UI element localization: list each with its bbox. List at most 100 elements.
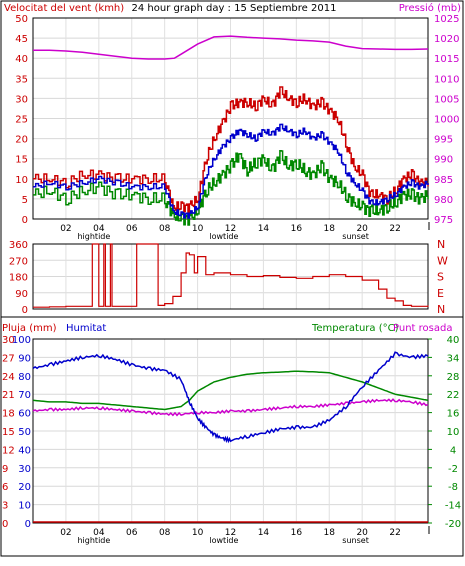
x-tick-label: 06	[126, 528, 138, 538]
pressure-tick-label: 985	[434, 175, 453, 186]
pressure-axis-label: Pressió (mb)	[399, 2, 461, 14]
humidity-tick-label: 60	[18, 409, 31, 420]
humidity-tick-label: 30	[18, 464, 31, 475]
pressure-tick-label: 980	[434, 195, 453, 206]
x-tick-label: 20	[356, 528, 368, 538]
dewpoint-axis-label: Punt rosada	[393, 323, 452, 334]
humidity-tick-label: 90	[18, 353, 31, 364]
tide-marker-label: sunset	[342, 536, 369, 545]
x-tick-label: 20	[356, 224, 368, 234]
humidity-axis-label: Humitat	[66, 323, 106, 334]
plot-area-1	[32, 17, 429, 220]
compass-label: N	[437, 303, 445, 316]
wind-tick-label: 40	[15, 54, 28, 65]
direction-tick-label: 0	[22, 305, 28, 316]
rain-axis-label: Pluja (mm)	[2, 323, 57, 334]
temp-tick-label: 16	[447, 409, 460, 420]
pressure-tick-label: 1020	[434, 34, 459, 45]
wind-tick-label: 45	[15, 34, 28, 45]
rain-tick-label: 30	[2, 335, 15, 346]
pressure-tick-label: 1015	[434, 54, 459, 65]
rain-tick-label: 12	[2, 445, 15, 456]
dewpoint-line	[32, 398, 429, 417]
direction-tick-label: 270	[9, 256, 28, 267]
pressure-tick-label: 1010	[434, 74, 459, 85]
wind-low-line	[33, 149, 429, 226]
wind-avg-line	[33, 123, 429, 219]
wind-tick-label: 35	[15, 74, 28, 85]
rain-tick-label: 24	[2, 372, 15, 383]
x-tick-label: 08	[159, 224, 171, 234]
x-tick-label: 16	[291, 528, 303, 538]
humidity-tick-label: 100	[12, 335, 31, 346]
pressure-tick-label: 1025	[434, 14, 459, 25]
temperature-axis-label: Temperatura (°C)	[311, 323, 399, 334]
x-tick-label: 18	[324, 528, 336, 538]
temp-tick-label: -8	[448, 482, 458, 493]
wind-gust-line	[33, 86, 429, 213]
direction-tick-label: 90	[15, 289, 28, 300]
humidity-tick-label: 70	[18, 390, 31, 401]
pressure-line	[33, 35, 429, 60]
compass-label: W	[437, 254, 448, 267]
temp-tick-label: 40	[447, 335, 460, 346]
chart-title: 24 hour graph day : 15 Septiembre 2011	[132, 3, 337, 14]
rain-tick-label: 27	[2, 353, 15, 364]
humidity-tick-label: 20	[18, 482, 31, 493]
pressure-tick-label: 975	[434, 215, 453, 226]
wind-tick-label: 30	[15, 94, 28, 105]
x-tick-label: 02	[60, 528, 71, 538]
compass-label: S	[437, 271, 444, 284]
x-tick-label: 02	[60, 224, 71, 234]
rain-tick-label: 9	[2, 464, 8, 475]
wind-tick-label: 0	[22, 215, 28, 226]
x-tick-label: 10	[192, 224, 204, 234]
x-tick-label: 06	[126, 224, 138, 234]
rain-tick-label: 3	[2, 501, 8, 512]
x-tick-label: 22	[389, 528, 400, 538]
x-tick-label: 04	[93, 528, 105, 538]
pressure-tick-label: 1005	[434, 94, 459, 105]
wind-direction-line	[33, 243, 429, 308]
temp-tick-label: 10	[447, 427, 460, 438]
humidity-line	[32, 351, 429, 444]
humidity-tick-label: 0	[25, 519, 31, 530]
rain-tick-label: 21	[2, 390, 15, 401]
x-tick-label: 22	[389, 224, 400, 234]
wind-axis-label: Velocitat del vent (kmh)	[4, 3, 124, 14]
temp-tick-label: -2	[448, 464, 458, 475]
wind-tick-label: 25	[15, 115, 28, 126]
x-tick-label: 14	[258, 528, 270, 538]
x-tick-label: 18	[324, 224, 336, 234]
temp-tick-label: 22	[447, 390, 460, 401]
wind-tick-label: 15	[15, 155, 28, 166]
humidity-tick-label: 40	[18, 445, 31, 456]
plot-area-2	[32, 243, 429, 310]
rain-tick-label: 15	[2, 427, 15, 438]
x-tick-label: 12	[225, 528, 236, 538]
rain-tick-label: 18	[2, 409, 15, 420]
temp-tick-label: 4	[450, 445, 456, 456]
x-tick-label: 12	[225, 224, 236, 234]
temp-tick-label: 34	[447, 353, 460, 364]
wind-tick-label: 20	[15, 135, 28, 146]
humidity-tick-label: 50	[18, 427, 31, 438]
rain-tick-label: 6	[2, 482, 8, 493]
pressure-tick-label: 995	[434, 135, 453, 146]
compass-label: E	[437, 287, 444, 300]
wind-tick-label: 50	[15, 14, 28, 25]
humidity-tick-label: 80	[18, 372, 31, 383]
x-tick-label: 16	[291, 224, 303, 234]
x-tick-label: 10	[192, 528, 204, 538]
tide-marker-label: hightide	[77, 232, 110, 241]
compass-label: N	[437, 238, 445, 251]
temperature-line	[32, 370, 429, 411]
tide-marker-label: hightide	[77, 536, 110, 545]
pressure-tick-label: 1000	[434, 115, 459, 126]
x-tick-label: 08	[159, 528, 171, 538]
temp-tick-label: -14	[445, 501, 461, 512]
temp-tick-label: 28	[447, 372, 460, 383]
direction-tick-label: 180	[9, 273, 28, 284]
